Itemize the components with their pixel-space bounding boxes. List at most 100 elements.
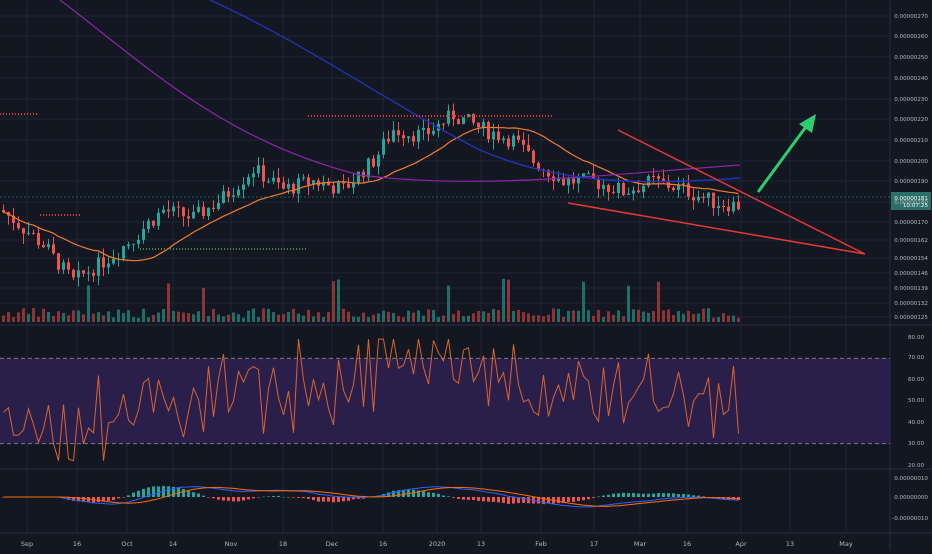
volume-bar (687, 310, 690, 322)
volume-bar (717, 317, 720, 322)
volume-bar (512, 310, 515, 322)
time-tick-label: 16 (379, 540, 387, 548)
candle-body (302, 177, 305, 179)
volume-bar (592, 315, 595, 322)
rsi-pane[interactable] (0, 338, 890, 462)
volume-bar (97, 312, 100, 322)
volume-bar (577, 310, 580, 322)
candle-body (122, 246, 125, 259)
volume-bar (242, 317, 245, 322)
volume-bar (422, 315, 425, 322)
time-tick-label: 14 (169, 540, 177, 548)
candle-body (322, 182, 325, 186)
volume-bar (452, 314, 455, 322)
candle-body (52, 244, 55, 254)
volume-bar (37, 316, 40, 322)
candle-body (292, 183, 295, 194)
volume-bar (347, 311, 350, 322)
volume-bar (482, 311, 485, 322)
volume-bar (492, 309, 495, 322)
macd-histogram-bar (252, 497, 255, 499)
candle-body (637, 190, 640, 193)
candle-body (622, 183, 625, 195)
volume-bar (272, 312, 275, 322)
macd-pane[interactable] (2, 486, 740, 508)
candle-body (152, 220, 155, 226)
arrow-head (799, 114, 816, 133)
macd-histogram-bar (627, 493, 630, 497)
candle-body (582, 173, 585, 178)
volume-bar (42, 308, 45, 322)
candle-body (37, 232, 40, 246)
current-price-badge (891, 192, 931, 210)
candle-body (717, 205, 720, 209)
macd-histogram-bar (577, 497, 580, 502)
volume-bar (647, 312, 650, 322)
candle-body (202, 206, 205, 217)
macd-histogram-bar (142, 488, 145, 497)
candle-body (517, 135, 520, 140)
volume-bar (387, 311, 390, 322)
time-tick-label: 17 (590, 540, 598, 548)
volume-bar (262, 308, 265, 322)
volume-bar (527, 313, 530, 322)
candle-body (327, 182, 330, 186)
macd-histogram-bar (632, 492, 635, 497)
macd-histogram-bar (337, 497, 340, 502)
volume-bar (622, 316, 625, 322)
candle-body (672, 187, 675, 191)
candle-body (507, 138, 510, 147)
volume-bar (232, 312, 235, 322)
moving-average-purple (59, 0, 741, 182)
volume-bar (252, 308, 255, 322)
volume-bar (682, 313, 685, 322)
candle-body (242, 184, 245, 190)
candle-body (57, 253, 60, 270)
macd-histogram-bar (617, 493, 620, 497)
macd-histogram-bar (237, 497, 240, 502)
volume-bar (67, 315, 70, 322)
volume-bar (327, 311, 330, 322)
volume-bar (362, 312, 365, 322)
macd-histogram-bar (197, 493, 200, 497)
volume-bar (32, 308, 35, 322)
candle-body (347, 183, 350, 188)
volume-bar (142, 308, 145, 322)
candle-body (557, 177, 560, 182)
volume-bar (152, 314, 155, 322)
price-tick-label: 0.00000220 (894, 117, 928, 123)
candle-body (132, 243, 135, 245)
candle-body (447, 110, 450, 124)
macd-histogram-bar (477, 497, 480, 501)
macd-histogram-bar (472, 497, 475, 501)
candle-body (342, 181, 345, 184)
price-tick-label: 0.00000260 (894, 34, 928, 40)
candle-body (682, 183, 685, 185)
macd-histogram-bar (557, 497, 560, 504)
macd-histogram-bar (117, 497, 120, 499)
volume-bar (167, 283, 170, 322)
candle-body (407, 136, 410, 139)
macd-histogram-bar (172, 486, 175, 497)
volume-bar (587, 310, 590, 322)
volume-bar (597, 309, 600, 322)
candle-body (697, 197, 700, 201)
macd-histogram-bar (267, 496, 270, 497)
volume-bar (727, 315, 730, 322)
macd-histogram-bar (147, 487, 150, 497)
volume-bar (582, 281, 585, 322)
macd-histogram-bar (72, 497, 75, 501)
volume-bar (382, 310, 385, 322)
candle-body (232, 195, 235, 198)
time-tick-label: 13 (786, 540, 794, 548)
volume-bar (292, 308, 295, 322)
time-tick-label: Oct (121, 540, 133, 548)
candle-body (512, 135, 515, 147)
current-price-label: 0.00000181 (894, 196, 928, 202)
candle-body (547, 170, 550, 177)
volume-bar (712, 317, 715, 322)
macd-histogram-bar (417, 490, 420, 497)
volume-bar (177, 311, 180, 322)
